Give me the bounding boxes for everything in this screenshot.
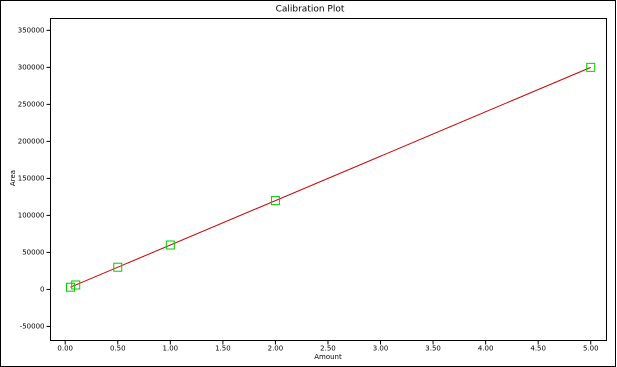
data-point [113,262,123,272]
x-tick-label: 2.00 [268,345,284,353]
data-point [270,196,280,206]
x-tick-label: 2.50 [320,345,336,353]
y-tick-label: 350000 [18,26,45,34]
y-tick-label: -50000 [20,322,45,330]
x-tick-label: 4.50 [530,345,546,353]
x-tick-label: 3.00 [373,345,389,353]
x-tick-label: 4.00 [478,345,494,353]
y-tick-label: 300000 [18,63,45,71]
x-axis-label: Amount [314,353,342,361]
y-tick-label: 0 [40,285,44,293]
y-tick-label: 100000 [18,211,45,219]
plot-frame [50,18,607,341]
y-tick-label: 250000 [18,100,45,108]
y-axis-label: Area [9,170,17,186]
x-tick-label: 0.00 [57,345,73,353]
fit-line [70,66,591,288]
data-point [71,280,81,290]
x-tick-label: 3.50 [425,345,441,353]
x-tick-label: 5.00 [583,345,599,353]
x-tick-label: 1.50 [215,345,231,353]
data-point [65,282,75,292]
x-tick-label: 0.50 [110,345,126,353]
data-point [586,62,596,72]
x-tick-label: 1.00 [163,345,179,353]
y-tick-label: 50000 [22,248,44,256]
chart-title: Calibration Plot [276,5,345,15]
y-tick-label: 150000 [18,174,45,182]
data-point [165,240,175,250]
y-tick-label: 200000 [18,137,45,145]
